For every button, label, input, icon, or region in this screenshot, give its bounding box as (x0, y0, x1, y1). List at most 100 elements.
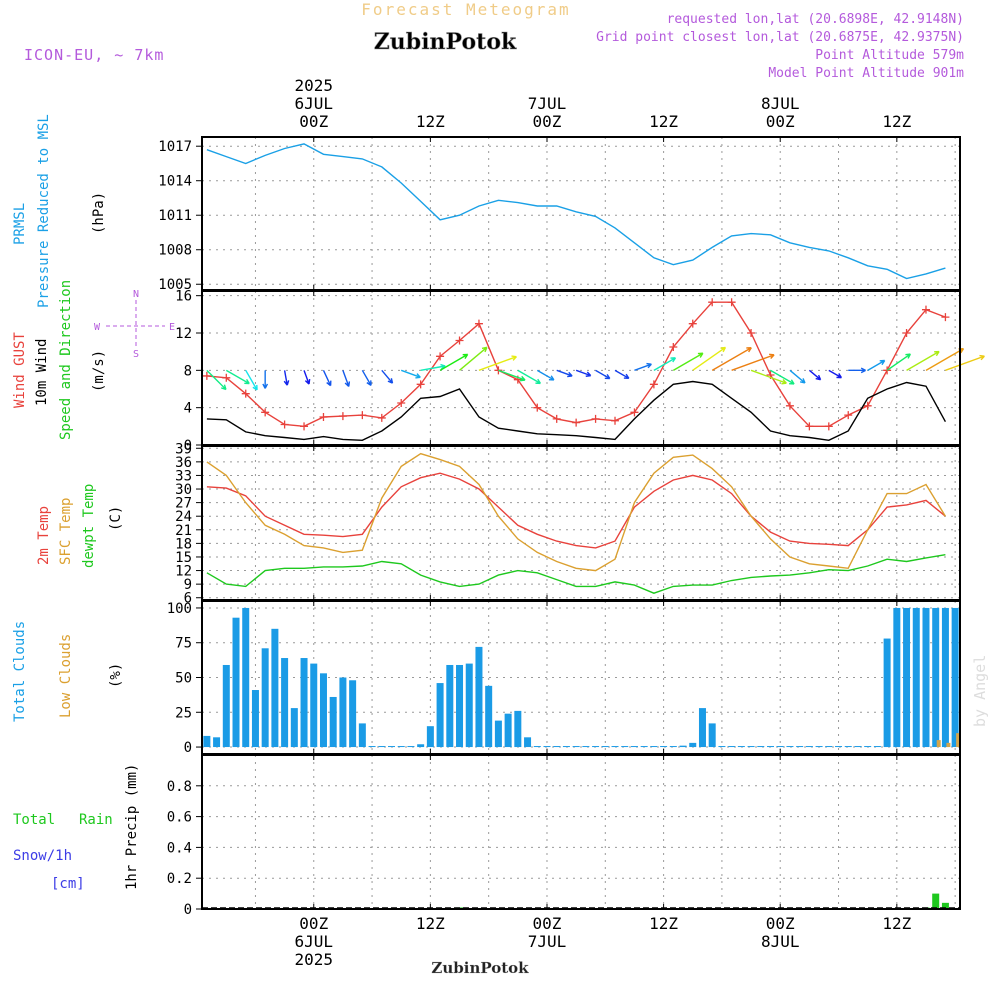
y-tick-label: 6 (184, 591, 192, 607)
cloud-unit: (%) (108, 663, 124, 688)
gust-marker (397, 399, 406, 407)
bottom-axis-label: 12Z (882, 914, 911, 933)
wind-arrow (711, 347, 752, 371)
cloud-bar (864, 746, 872, 748)
wind-arrow (848, 367, 866, 374)
wind-arrow (322, 370, 332, 387)
requested-coords: requested lon,lat (20.6898E, 42.9148N) (667, 12, 964, 27)
gust-marker (552, 414, 561, 423)
cloud-bar (893, 607, 901, 748)
series-line-dewpt-temp (206, 554, 946, 594)
series-line-sfc-temp (206, 452, 946, 572)
cloud-bar (912, 607, 920, 748)
y-tick-label: 1008 (158, 243, 192, 259)
cloud-bar (786, 746, 794, 748)
gust-marker (358, 411, 367, 420)
wind-arrow (245, 369, 258, 391)
cloud-bar (232, 617, 240, 748)
location-title: ZubinPotok (374, 29, 517, 55)
gust-marker (377, 413, 386, 422)
cloud-bar (747, 746, 755, 748)
cloud-bar (242, 607, 250, 748)
top-axis-label: 12Z (416, 112, 445, 131)
wind-arrow (517, 369, 542, 385)
panel-1: 0 4 8 12 16 (175, 289, 985, 454)
wind-arrow (439, 353, 469, 371)
gust-marker (727, 298, 736, 307)
gust-marker (241, 389, 250, 398)
speed-direction-label: Speed and Direction (58, 280, 74, 440)
model-altitude: Model Point Altitude 901m (768, 66, 964, 81)
cloud-bar (329, 696, 337, 748)
cloud-bar (825, 746, 833, 748)
gust-marker (747, 329, 756, 337)
cloud-bar (300, 658, 308, 748)
gust-marker (202, 371, 211, 380)
pressure-unit: (hPa) (91, 192, 107, 234)
cloud-bar (669, 746, 677, 748)
cloud-bar (203, 735, 211, 748)
gust-marker (688, 319, 697, 328)
compass-e: E (169, 322, 175, 333)
y-tick-label: 24 (175, 509, 192, 525)
cloud-bar (621, 746, 629, 748)
cloud-bar (630, 746, 638, 748)
rain-bar (932, 893, 940, 909)
cloud-bar (281, 658, 289, 748)
cloud-bar (261, 648, 269, 748)
cloud-bar (271, 628, 279, 748)
y-tick-label: 16 (175, 289, 192, 305)
wind-arrow (808, 369, 822, 381)
wind-arrow (498, 369, 526, 382)
wind-arrow (750, 369, 787, 385)
cloud-bar (553, 746, 561, 748)
grid-point-coords: Grid point closest lon,lat (20.6875E, 42… (596, 30, 964, 45)
cloud-bar (436, 683, 444, 748)
y-tick-label: 0.4 (167, 840, 192, 856)
cloud-bar (310, 663, 318, 748)
wind-arrow (925, 347, 965, 371)
bottom-axis-label: 2025 (294, 950, 333, 969)
wind-gust-label: Wind GUST (12, 332, 28, 408)
y-tick-label: 0 (184, 438, 192, 454)
cloud-bar (290, 708, 298, 748)
panel-3: 0 25 50 75 100 (167, 600, 961, 756)
cloud-bar (417, 744, 425, 748)
cloud-bar (708, 723, 716, 748)
total-clouds-label: Total Clouds (12, 621, 28, 722)
wind-arrow (225, 369, 250, 385)
cloud-bar (388, 746, 395, 748)
snow-label: Snow/1h (13, 848, 72, 864)
cloud-bar (222, 664, 230, 748)
cloud-bar (426, 726, 434, 748)
gust-marker (941, 313, 950, 322)
cloud-bar (378, 746, 386, 748)
cloud-bar (757, 746, 765, 748)
y-tick-label: 12 (175, 564, 192, 580)
bottom-axis-label: 00Z (533, 914, 562, 933)
sfc-temp-label: SFC Temp (58, 498, 74, 565)
gust-marker (591, 414, 600, 423)
cloud-bar (251, 690, 259, 748)
cloud-bar (465, 663, 473, 748)
cloud-bar (941, 607, 949, 748)
low-cloud-bar (946, 742, 951, 748)
gust-marker (630, 408, 639, 417)
bottom-axis-label: 00Z (766, 914, 795, 933)
cloud-bar (767, 746, 774, 748)
gust-marker (436, 352, 445, 361)
cloud-bar (922, 607, 930, 748)
product-title: Forecast Meteogram (361, 0, 570, 19)
gust-marker (902, 329, 911, 337)
gust-marker (844, 411, 853, 420)
cloud-bar (349, 680, 357, 748)
wind10-label: 10m Wind (34, 339, 50, 406)
cloud-bar (601, 746, 609, 748)
y-tick-label: 75 (175, 636, 192, 652)
cloud-bar (407, 746, 415, 748)
cloud-bar (368, 746, 376, 748)
cloud-bar (494, 720, 502, 748)
gust-marker (921, 305, 930, 314)
